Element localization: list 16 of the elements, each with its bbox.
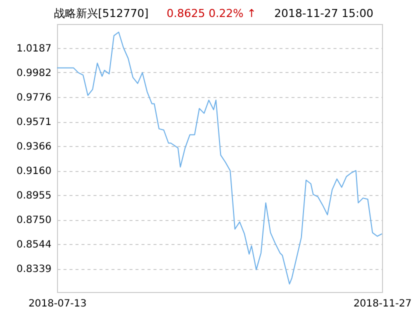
- chart-title: 战略新兴[512770]: [54, 7, 149, 20]
- x-tick-label: 2018-07-13: [28, 298, 87, 310]
- y-tick-label: 1.0187: [16, 43, 52, 54]
- x-tick-label: 2018-11-27: [353, 298, 412, 310]
- y-tick-label: 0.9982: [16, 68, 52, 79]
- y-tick-label: 0.9776: [16, 92, 52, 104]
- y-tick-label: 0.8955: [16, 190, 52, 202]
- y-tick-label: 0.9366: [16, 142, 52, 153]
- y-tick-label: 0.9160: [16, 166, 52, 178]
- text: 2018-11-27 15:00: [274, 7, 374, 20]
- y-tick-label: 0.8544: [16, 240, 52, 251]
- y-tick-label: 0.8339: [16, 264, 52, 276]
- line-series: [56, 32, 382, 284]
- chart-subtitle: 0.8625 0.22% ↑: [166, 7, 256, 20]
- y-tick-label: 0.8750: [16, 215, 52, 226]
- y-tick-label: 0.9571: [16, 117, 52, 128]
